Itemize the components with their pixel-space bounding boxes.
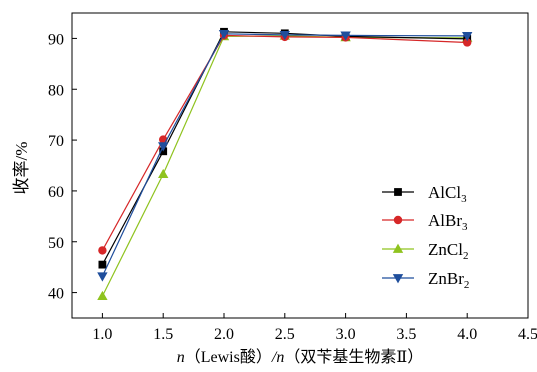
x-label-part1: Lewis酸 xyxy=(201,348,256,366)
legend-marker xyxy=(392,274,404,284)
legend-label-base: AlBr xyxy=(428,211,462,230)
legend-item: AlCl3 xyxy=(382,183,467,205)
series-layer xyxy=(97,27,473,301)
legend-item: AlBr3 xyxy=(382,211,468,233)
legend-item: ZnCl2 xyxy=(382,240,468,262)
x-label-part2-open: （ xyxy=(284,348,300,366)
x-axis-label: n（Lewis酸）/n（双苄基生物素Ⅱ） xyxy=(177,348,424,366)
y-tick-label: 40 xyxy=(48,286,64,303)
legend-label-base: AlCl xyxy=(428,183,461,202)
data-point xyxy=(218,29,230,40)
plot-frame xyxy=(71,12,529,319)
x-label-paren-open: （ xyxy=(185,348,201,366)
x-label-part2: 双苄基生物素 xyxy=(300,348,396,366)
data-point xyxy=(279,30,290,41)
data-point xyxy=(97,290,108,301)
legend-label: AlBr3 xyxy=(428,211,468,233)
legend-marker xyxy=(392,243,404,253)
legend-label-base: ZnCl xyxy=(428,240,463,259)
series-line xyxy=(101,31,468,265)
x-label-paren-close: ） xyxy=(256,348,272,366)
data-point xyxy=(158,168,169,179)
axis-ticks: 1.0 1.5 2.0 2.5 3.0 3.5 4.0 4.5 40 50 60 70 80 90 xyxy=(48,31,537,343)
x-label-part2-close: ） xyxy=(407,348,423,366)
series-alcl xyxy=(98,27,472,269)
x-label-n2: n xyxy=(276,349,284,366)
legend-marker xyxy=(393,215,403,225)
legend-label: ZnCl2 xyxy=(428,240,468,262)
x-label-n1: n xyxy=(177,349,185,366)
data-point xyxy=(98,246,107,255)
series-line xyxy=(101,35,468,297)
series-znbr xyxy=(97,29,473,282)
y-axis-label: 收率/% xyxy=(12,142,31,195)
series-albr xyxy=(98,31,472,255)
x-tick-label: 4.5 xyxy=(518,326,537,343)
y-tick-label: 90 xyxy=(48,31,64,48)
x-tick-label: 2.0 xyxy=(214,326,234,343)
x-tick-label: 1.5 xyxy=(153,326,173,343)
y-tick-label: 80 xyxy=(48,82,64,99)
legend-label: ZnBr2 xyxy=(428,269,469,291)
data-point xyxy=(98,260,107,269)
series-line xyxy=(101,34,468,251)
y-tick-label: 60 xyxy=(48,184,64,201)
x-label-roman: Ⅱ xyxy=(396,349,407,366)
x-tick-label: 1.0 xyxy=(92,326,112,343)
x-tick-label: 4.0 xyxy=(457,326,477,343)
data-point xyxy=(462,31,473,42)
data-point xyxy=(340,31,351,41)
legend-marker xyxy=(394,188,402,196)
data-point xyxy=(158,142,169,152)
legend-label-sub: 3 xyxy=(461,193,467,205)
y-tick-label: 70 xyxy=(48,133,64,150)
legend-label-sub: 2 xyxy=(463,250,469,262)
legend-label-sub: 2 xyxy=(464,279,470,291)
legend-label-sub: 3 xyxy=(462,221,468,233)
x-tick-label: 3.0 xyxy=(336,326,356,343)
y-tick-label: 50 xyxy=(48,235,64,252)
x-tick-label: 2.5 xyxy=(275,326,295,343)
x-label-slash: / xyxy=(271,349,278,366)
x-tick-label: 3.5 xyxy=(396,326,416,343)
legend-label: AlCl3 xyxy=(428,183,467,205)
legend-item: ZnBr2 xyxy=(382,269,469,291)
data-point xyxy=(97,272,108,282)
series-line xyxy=(101,33,468,277)
legend-label-base: ZnBr xyxy=(428,269,464,288)
